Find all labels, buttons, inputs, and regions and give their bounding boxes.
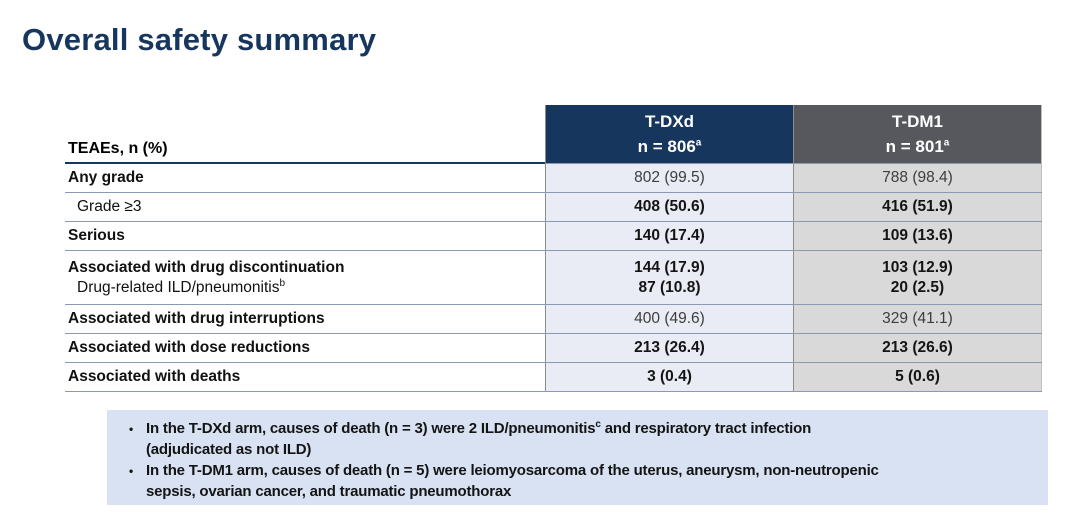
row-label: Associated with deaths [68, 368, 241, 385]
tdxd-value: 408 (50.6) [634, 198, 705, 215]
col-tdxd-n: n = 806a [638, 134, 702, 159]
table-row: Associated with deaths 3 (0.4) 5 (0.6) [65, 363, 1042, 392]
tdxd-value: 140 (17.4) [634, 227, 705, 244]
row-header-cell: TEAEs, n (%) [65, 105, 545, 164]
table-row: Associated with dose reductions 213 (26.4… [65, 334, 1042, 363]
footnote-box: • In the T-DXd arm, causes of death (n = … [107, 410, 1048, 505]
row-label: Serious [68, 227, 125, 244]
tdm1-value: 213 (26.6) [882, 339, 953, 356]
row-label: Drug-related ILD/pneumonitisb [77, 277, 286, 296]
row-label: Grade ≥3 [77, 198, 142, 215]
tdm1-value: 329 (41.1) [882, 310, 953, 327]
row-label-cell: Associated with drug interruptions [65, 305, 545, 333]
row-label-cell: Any grade [65, 164, 545, 192]
table-row: Serious 140 (17.4) 109 (13.6) [65, 222, 1042, 251]
col-tdxd-name: T-DXd [644, 112, 695, 131]
tdm1-value-cell: 103 (12.9) 20 (2.5) [793, 251, 1042, 304]
safety-table: TEAEs, n (%) T-DXd n = 806a T-DM1 n = 80… [65, 105, 1042, 392]
tdxd-value-cell: 802 (99.5) [545, 164, 793, 192]
tdxd-value: 144 (17.9) [634, 258, 705, 276]
table-row: Associated with drug interruptions 400 (4… [65, 305, 1042, 334]
tdxd-value: 87 (10.8) [638, 278, 701, 296]
footnote-item: • In the T-DXd arm, causes of death (n = … [129, 418, 1024, 460]
tdxd-value-cell: 140 (17.4) [545, 222, 793, 250]
tdm1-value-cell: 329 (41.1) [793, 305, 1042, 333]
table-row: Any grade 802 (99.5) 788 (98.4) [65, 164, 1042, 193]
col-tdm1-n: n = 801a [886, 134, 950, 159]
footnote-text: In the T-DXd arm, causes of death (n = 3… [146, 419, 812, 459]
row-label-cell: Associated with dose reductions [65, 334, 545, 362]
row-label: Associated with drug interruptions [68, 310, 325, 327]
col-header-tdm1: T-DM1 n = 801a [793, 105, 1042, 164]
table-row: Associated with drug discontinuation Drug… [65, 251, 1042, 305]
table-rows: Any grade 802 (99.5) 788 (98.4) Grade ≥3 408… [65, 164, 1042, 392]
col-header-tdxd: T-DXd n = 806a [545, 105, 793, 164]
page-title: Overall safety summary [22, 22, 377, 57]
tdm1-value: 416 (51.9) [882, 198, 953, 215]
tdm1-value-cell: 788 (98.4) [793, 164, 1042, 192]
tdxd-value: 3 (0.4) [647, 368, 692, 385]
col-tdm1-n-label: n = 801 [885, 137, 944, 156]
tdxd-value-cell: 3 (0.4) [545, 363, 793, 391]
tdxd-value-cell: 213 (26.4) [545, 334, 793, 362]
tdxd-value: 213 (26.4) [634, 339, 705, 356]
row-label: Any grade [68, 169, 144, 186]
superscript: c [595, 419, 601, 430]
row-header-label: TEAEs, n (%) [68, 140, 168, 157]
tdxd-value-cell: 400 (49.6) [545, 305, 793, 333]
row-label: Associated with drug discontinuation [68, 258, 345, 276]
tdxd-value: 802 (99.5) [634, 169, 705, 186]
table-header-row: TEAEs, n (%) T-DXd n = 806a T-DM1 n = 80… [65, 105, 1042, 164]
tdm1-value-cell: 213 (26.6) [793, 334, 1042, 362]
superscript: a [943, 137, 950, 149]
tdm1-value-cell: 5 (0.6) [793, 363, 1042, 391]
superscript: a [695, 137, 702, 149]
tdxd-value: 400 (49.6) [634, 310, 705, 327]
superscript: b [279, 277, 286, 289]
footnote-list: • In the T-DXd arm, causes of death (n = … [129, 418, 1024, 502]
tdm1-value-cell: 416 (51.9) [793, 193, 1042, 221]
tdm1-value: 5 (0.6) [895, 368, 940, 385]
bullet-icon: • [129, 422, 134, 436]
tdm1-value: 103 (12.9) [882, 258, 953, 276]
tdxd-value-cell: 408 (50.6) [545, 193, 793, 221]
footnote-item: • In the T-DM1 arm, causes of death (n = … [129, 460, 1024, 502]
col-tdxd-n-label: n = 806 [637, 137, 696, 156]
col-tdm1-name: T-DM1 [892, 112, 943, 131]
bullet-icon: • [129, 464, 134, 478]
footnote-text: In the T-DM1 arm, causes of death (n = 5… [146, 462, 879, 500]
row-label-cell: Serious [65, 222, 545, 250]
row-label-cell: Associated with drug discontinuation Drug… [65, 251, 545, 304]
tdm1-value: 109 (13.6) [882, 227, 953, 244]
tdxd-value-cell: 144 (17.9) 87 (10.8) [545, 251, 793, 304]
tdm1-value: 20 (2.5) [890, 278, 945, 296]
row-label-cell: Associated with deaths [65, 363, 545, 391]
tdm1-value-cell: 109 (13.6) [793, 222, 1042, 250]
table-row: Grade ≥3 408 (50.6) 416 (51.9) [65, 193, 1042, 222]
tdm1-value: 788 (98.4) [882, 169, 953, 186]
row-label-cell: Grade ≥3 [65, 193, 545, 221]
row-label: Associated with dose reductions [68, 339, 311, 356]
